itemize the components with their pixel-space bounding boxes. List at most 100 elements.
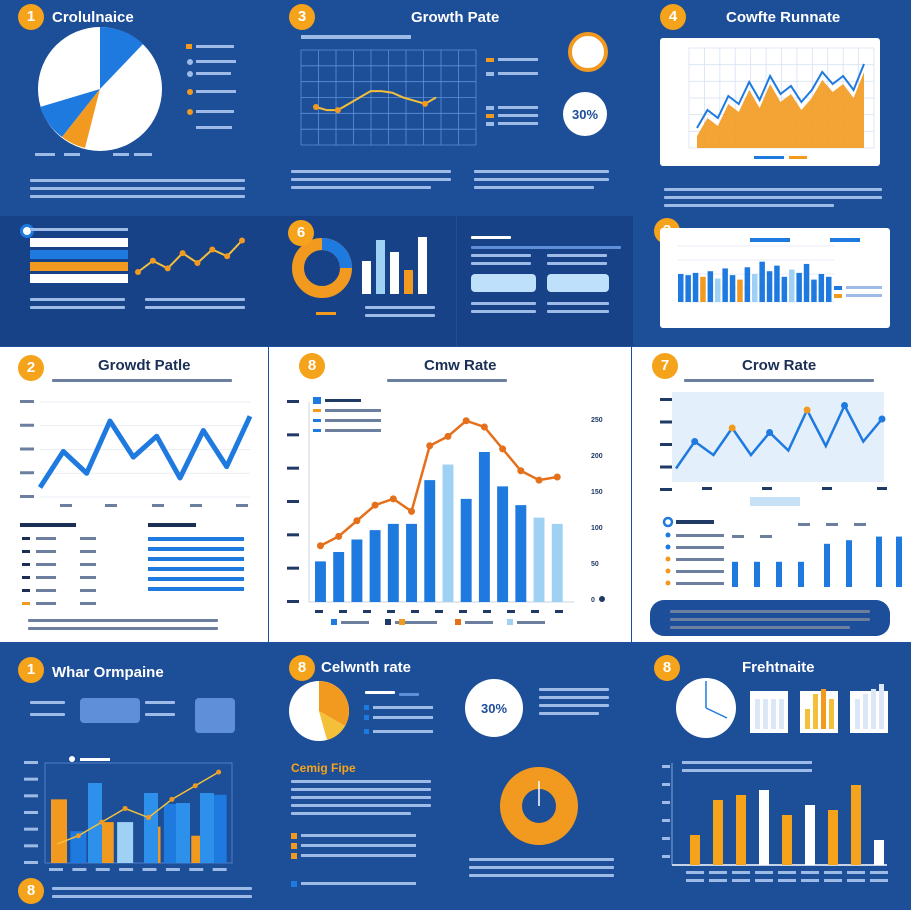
divider: [399, 693, 419, 696]
percentage-circle: [563, 92, 607, 136]
legend-swatch: [399, 619, 405, 625]
list-bar: [148, 577, 244, 581]
legend-label: [465, 621, 493, 624]
x-tick-label: [189, 868, 204, 871]
text-line: [291, 796, 431, 799]
panel-cmw-rate: 8 Cmw Rate 250 200 150 100 50 0: [269, 347, 631, 642]
x-tick-label: [801, 879, 819, 882]
y-tick-right: 0: [591, 597, 595, 604]
legend-dot: [665, 544, 671, 550]
series-line: [54, 771, 220, 846]
x-tick-label: [72, 868, 87, 871]
bar-label: [760, 535, 772, 538]
y-tick-label: [662, 837, 670, 840]
legend-label: [676, 582, 724, 585]
text-line: [145, 306, 245, 309]
text-line: [30, 195, 245, 198]
text-line: [471, 262, 531, 265]
panel-growth-pate: 3 Growth Pate 30%: [271, 0, 633, 215]
legend-label: [846, 294, 882, 297]
y-tick-label: [24, 861, 38, 864]
area-chart: [688, 47, 875, 159]
x-tick-label: [95, 868, 110, 871]
panel-celwnth-rate: 8 Celwnth rate 30% Cemig Fipe: [269, 643, 631, 910]
bar: [685, 275, 691, 302]
legend-swatch: [313, 409, 321, 412]
badge-number: 1: [18, 4, 44, 30]
bar: [729, 275, 736, 302]
data-point: [164, 265, 171, 272]
panel-crow-rate: 7 Crow Rate: [632, 347, 911, 642]
text-line: [52, 895, 252, 898]
bar: [715, 278, 721, 302]
badge-number: 2: [18, 355, 44, 381]
panel-growdt-patle: 2 Growdt Patle: [0, 347, 268, 642]
text-line: [469, 874, 614, 877]
bar: [692, 272, 699, 302]
legend-swatch: [830, 238, 860, 242]
text-line: [469, 858, 614, 861]
bar-label: [826, 523, 838, 526]
bar: [460, 498, 472, 602]
clock-hand: [705, 707, 728, 719]
mini-bar: [813, 694, 818, 729]
panel-cowfte-runnate: 4 Cowfte Runnate: [634, 0, 911, 215]
badge-number: 8: [289, 655, 315, 681]
x-tick-label: [686, 879, 704, 882]
bar: [478, 452, 490, 602]
data-point: [334, 107, 341, 114]
text-line: [474, 186, 594, 189]
text-line: [471, 310, 536, 313]
text-line: [52, 887, 252, 890]
panel-mixed-widgets: 6: [0, 216, 456, 346]
data-point: [841, 402, 849, 409]
bar: [404, 270, 413, 294]
bar: [376, 240, 385, 294]
legend-label: [373, 706, 433, 709]
line-bar-chart: [660, 392, 902, 587]
bar: [700, 276, 706, 302]
bar: [776, 561, 782, 587]
y-tick-right: 100: [591, 525, 603, 532]
y-tick-label: [20, 423, 34, 427]
x-tick-label: [732, 879, 750, 882]
text-line: [474, 170, 609, 173]
badge-number: 6: [288, 220, 314, 246]
legend-swatch: [385, 619, 391, 625]
pie-and-donut: [289, 681, 578, 887]
x-tick-label: [531, 610, 539, 613]
badge-number: 8: [299, 353, 325, 379]
bar: [515, 505, 527, 602]
legend-swatch: [291, 881, 297, 887]
data-point: [878, 415, 886, 423]
x-tick-label: [732, 871, 750, 874]
legend-label: [325, 399, 361, 402]
y-tick-left: [287, 600, 299, 603]
legend-swatch: [364, 705, 369, 710]
bar-orange: [782, 815, 792, 865]
y-tick-label: [20, 400, 34, 403]
text-line: [471, 254, 531, 257]
data-point: [553, 473, 561, 481]
data-point: [535, 476, 543, 484]
text-line: [30, 713, 65, 716]
y-tick-left: [287, 400, 299, 403]
data-point: [462, 417, 470, 425]
x-tick-label: [212, 868, 227, 871]
stat-tab[interactable]: [80, 698, 140, 723]
mini-bar: [821, 689, 826, 729]
badge-number: 1: [18, 657, 44, 683]
chart-subtitle-line: [301, 35, 411, 39]
text-line: [664, 204, 834, 207]
stat-tab[interactable]: [195, 698, 235, 733]
x-tick-label: [49, 868, 63, 871]
table-cell: [22, 550, 30, 553]
bar: [732, 561, 738, 587]
x-tick-label: [801, 871, 819, 874]
series-line-blue: [696, 63, 865, 129]
bar-orange: [690, 835, 700, 865]
y-tick-label: [660, 443, 672, 446]
y-tick-left: [287, 533, 299, 537]
bar: [424, 480, 436, 602]
data-point: [803, 406, 811, 414]
